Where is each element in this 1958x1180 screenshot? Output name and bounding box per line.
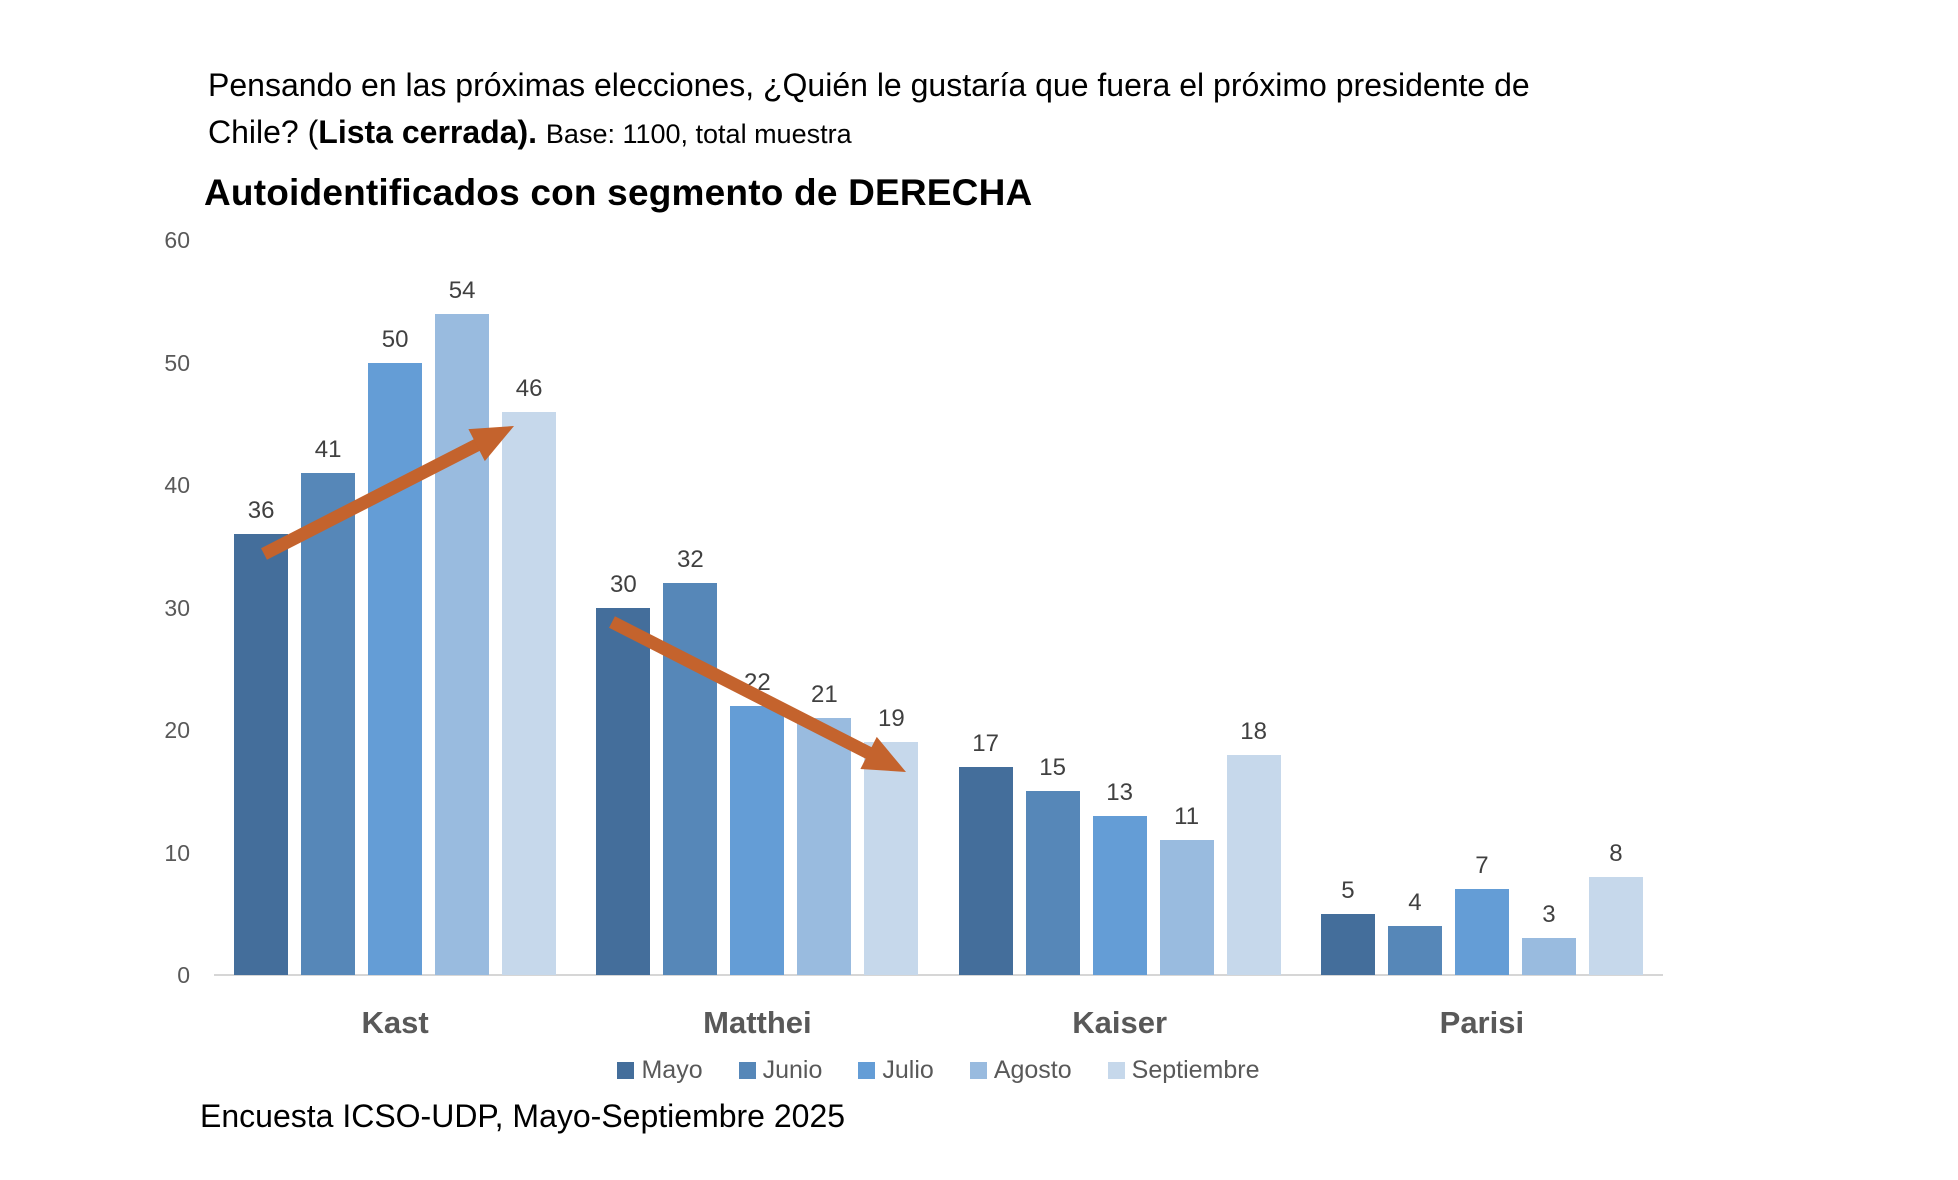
legend-label: Mayo xyxy=(641,1056,703,1084)
y-axis-tick-label: 50 xyxy=(164,349,190,376)
value-label: 18 xyxy=(1240,717,1267,745)
bar-kaiser-junio xyxy=(1025,791,1080,975)
bar-parisi-julio xyxy=(1454,889,1509,975)
legend-label: Julio xyxy=(882,1056,934,1084)
bar-matthei-agosto xyxy=(797,717,852,975)
value-label: 3 xyxy=(1542,901,1556,929)
bar-parisi-agosto xyxy=(1521,938,1576,975)
value-label: 5 xyxy=(1341,876,1355,904)
category-label-kast: Kast xyxy=(361,1005,429,1040)
value-label: 13 xyxy=(1106,778,1133,806)
bar-parisi-septiembre xyxy=(1588,877,1643,975)
bar-kaiser-julio xyxy=(1092,815,1147,975)
value-label: 17 xyxy=(972,729,999,757)
value-label: 30 xyxy=(610,570,637,598)
x-axis-line xyxy=(214,974,1663,976)
legend-item-julio: Julio xyxy=(858,1056,934,1085)
chart-legend: Mayo Junio Julio Agosto Septiembre xyxy=(214,1056,1663,1085)
legend-item-junio: Junio xyxy=(738,1056,823,1085)
value-label: 41 xyxy=(314,435,342,463)
source-note: Encuesta ICSO-UDP, Mayo-Septiembre 2025 xyxy=(200,1098,846,1134)
y-axis-tick-label: 30 xyxy=(164,594,190,621)
legend-label: Agosto xyxy=(993,1056,1072,1084)
y-axis-tick-label: 10 xyxy=(164,839,190,866)
value-label: 50 xyxy=(381,325,409,353)
bar-matthei-julio xyxy=(730,705,785,975)
bar-parisi-junio xyxy=(1387,926,1442,975)
legend-swatch-icon xyxy=(1107,1062,1125,1079)
bar-kaiser-agosto xyxy=(1159,840,1214,975)
value-label: 36 xyxy=(247,497,275,524)
bar-kaiser-mayo xyxy=(958,766,1013,975)
value-label: 4 xyxy=(1408,889,1422,916)
value-label: 54 xyxy=(448,276,476,304)
y-axis-tick-label: 0 xyxy=(177,962,190,988)
category-label-kaiser: Kaiser xyxy=(1072,1005,1168,1040)
bar-matthei-junio xyxy=(663,583,718,975)
category-label-parisi: Parisi xyxy=(1439,1005,1525,1040)
legend-label: Septiembre xyxy=(1131,1056,1260,1084)
legend-item-mayo: Mayo xyxy=(617,1056,703,1085)
question-line2-prefix: Chile? ( xyxy=(208,114,319,150)
legend-swatch-icon xyxy=(969,1062,987,1079)
bar-kast-agosto xyxy=(435,313,490,975)
survey-question: Pensando en las próximas elecciones, ¿Qu… xyxy=(208,62,1828,158)
question-lista-cerrada: Lista cerrada). xyxy=(318,114,538,150)
legend-item-agosto: Agosto xyxy=(969,1056,1072,1085)
bar-kaiser-septiembre xyxy=(1226,754,1281,975)
y-axis-tick-label: 20 xyxy=(164,717,190,743)
question-line1: Pensando en las próximas elecciones, ¿Qu… xyxy=(208,67,1530,103)
chart-title: Autoidentificados con segmento de DERECH… xyxy=(204,172,1033,213)
bar-kast-julio xyxy=(368,362,423,975)
category-label-matthei: Matthei xyxy=(703,1005,812,1040)
value-label: 11 xyxy=(1174,803,1200,831)
legend-item-septiembre: Septiembre xyxy=(1107,1056,1260,1085)
value-label: 46 xyxy=(515,374,543,402)
y-axis-tick-label: 60 xyxy=(164,227,190,253)
bar-matthei-mayo xyxy=(596,607,651,975)
bar-kast-mayo xyxy=(234,534,289,975)
bar-matthei-septiembre xyxy=(864,742,919,975)
value-label: 32 xyxy=(677,546,704,573)
value-label: 15 xyxy=(1039,754,1066,782)
legend-swatch-icon xyxy=(858,1062,876,1079)
value-label: 7 xyxy=(1475,852,1489,880)
bar-kast-junio xyxy=(301,472,356,975)
legend-swatch-icon xyxy=(617,1062,635,1079)
legend-swatch-icon xyxy=(738,1062,756,1079)
y-axis-tick-label: 40 xyxy=(164,472,190,498)
bar-parisi-mayo xyxy=(1320,913,1375,975)
bar-kast-septiembre xyxy=(502,411,557,975)
sample-base-note: Base: 1100, total muestra xyxy=(545,119,852,149)
value-label: 8 xyxy=(1609,840,1623,867)
value-label: 19 xyxy=(878,705,905,733)
legend-label: Junio xyxy=(762,1056,823,1084)
